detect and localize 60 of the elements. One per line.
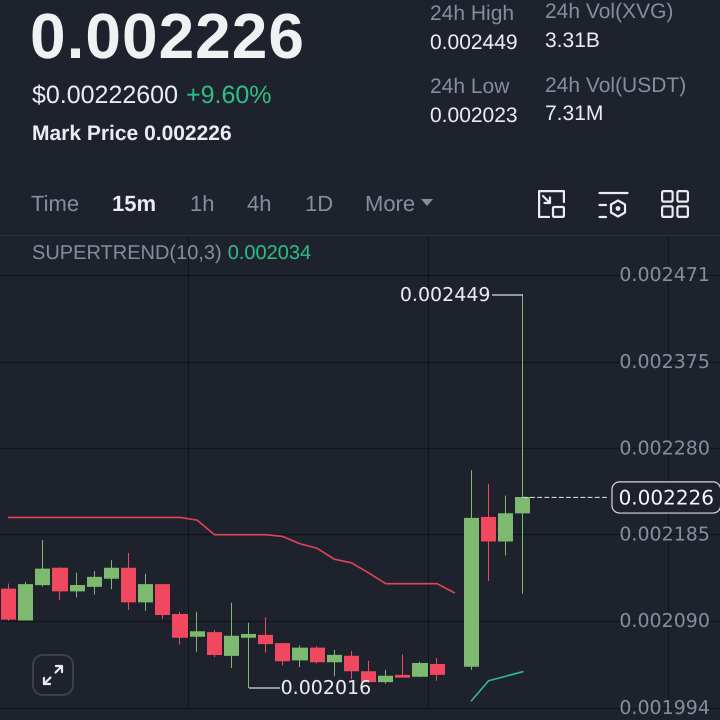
annotation: 0.002034: [228, 242, 312, 264]
candlestick: [327, 649, 342, 677]
candlestick: [464, 470, 479, 670]
candlestick: [104, 560, 119, 590]
candlestick: [18, 581, 33, 620]
candlestick: [172, 611, 188, 645]
text: 15m: [112, 191, 156, 216]
candlestick: [412, 661, 428, 678]
line-series: [8, 516, 456, 594]
text: 0.002023: [430, 104, 518, 126]
text: Time: [31, 191, 80, 216]
candlestick: [190, 611, 205, 652]
y-tick-label: 0.002090: [619, 610, 710, 632]
annotation: SUPERTREND(10,3): [32, 242, 222, 264]
candlestick: [121, 552, 136, 610]
text: 24h High: [430, 2, 514, 24]
candlestick: [310, 646, 325, 664]
annotation: 0.002016: [280, 676, 372, 699]
text: More: [365, 191, 416, 216]
candlestick: [515, 294, 530, 594]
candlestick: [207, 629, 222, 658]
candlestick: [378, 669, 393, 684]
annotation: 0.002449: [400, 284, 491, 306]
candlestick: [275, 643, 290, 666]
candlestick: [258, 616, 273, 654]
candlestick: [292, 644, 308, 668]
candlestick: [35, 540, 50, 587]
text: 24h Low: [430, 74, 510, 98]
text: 24h Vol(USDT): [545, 74, 686, 96]
candlestick: [498, 495, 513, 556]
candlestick: [481, 483, 496, 582]
candlestick: [1, 583, 16, 622]
y-tick-label: 0.002280: [619, 437, 710, 460]
candlestick: [70, 572, 85, 598]
text: 0.002449: [430, 30, 518, 54]
text: 3.31B: [545, 28, 600, 52]
candlestick: [155, 584, 170, 620]
y-tick-label: 0.002185: [619, 524, 710, 546]
candlestick: [241, 622, 256, 689]
text: 24h Vol(XVG): [545, 0, 674, 22]
text: +9.60%: [186, 80, 272, 108]
candlestick: [138, 573, 153, 612]
y-tick-label: 0.002471: [619, 264, 710, 286]
line-series: [470, 670, 524, 702]
text: 4h: [247, 191, 272, 216]
y-tick-label: 0.001994: [619, 697, 710, 719]
text: 7.31M: [545, 102, 604, 124]
text: 0.002226: [30, 0, 305, 72]
text: $0.00222600: [32, 80, 178, 108]
y-tick-label: 0.002375: [619, 351, 710, 374]
ref-line-label: 0.002226: [618, 485, 714, 510]
text: 1h: [190, 191, 214, 216]
candlestick: [430, 658, 445, 682]
text: Mark Price 0.002226: [32, 122, 232, 144]
candlestick: [52, 566, 68, 601]
candlestick: [224, 602, 239, 669]
candlestick: [395, 654, 410, 678]
candlestick: [87, 570, 102, 596]
candlestick: [344, 650, 359, 680]
text: 1D: [305, 191, 334, 216]
